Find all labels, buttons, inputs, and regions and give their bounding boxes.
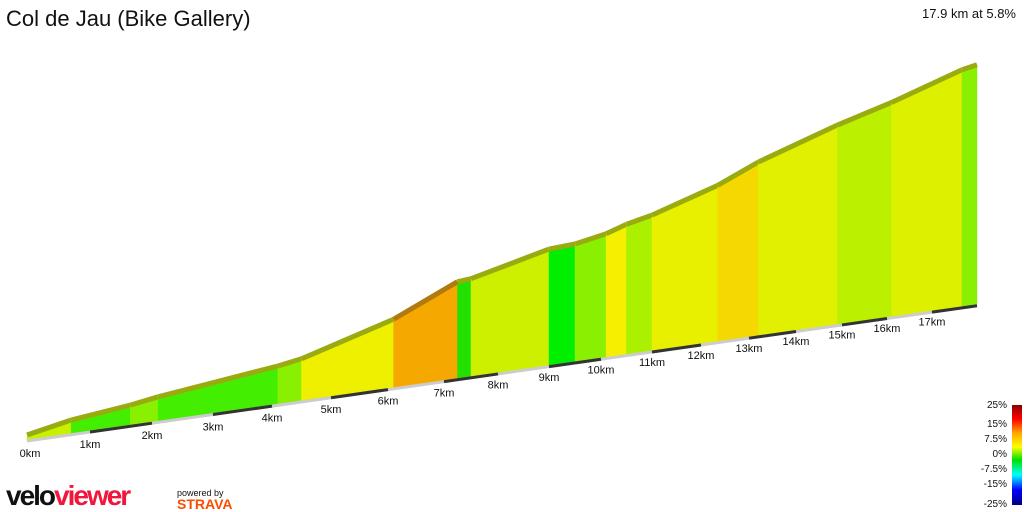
- x-tick-label: 15km: [829, 329, 856, 341]
- profile-top-edge: [757, 122, 839, 165]
- profile-top-edge: [605, 221, 628, 237]
- profile-top-edge: [650, 183, 719, 218]
- veloviewer-logo: veloviewer: [6, 480, 131, 511]
- powered-by-label: powered by: [177, 488, 224, 498]
- x-tick-label: 5km: [321, 404, 342, 416]
- profile-top-edge: [836, 100, 893, 128]
- km-band: [651, 343, 702, 354]
- profile-segment: [626, 216, 653, 355]
- profile-top-edge: [548, 241, 576, 252]
- profile-top-edge: [392, 279, 459, 322]
- profile-top-edge: [961, 62, 978, 73]
- page-title: Col de Jau (Bike Gallery): [6, 6, 251, 31]
- climb-summary: 17.9 km at 5.8%: [922, 6, 1016, 21]
- profile-segment: [301, 320, 394, 402]
- km-band: [89, 421, 153, 434]
- legend-label: 7.5%: [984, 434, 1007, 445]
- profile-segment: [961, 66, 978, 308]
- x-tick-label: 11km: [639, 357, 665, 369]
- profile-top-edge: [157, 363, 279, 400]
- profile-top-edge: [716, 159, 760, 188]
- km-band: [330, 388, 389, 400]
- x-tick-label: 12km: [688, 350, 715, 362]
- profile-segment: [457, 280, 472, 379]
- strava-logo: STRAVA: [177, 496, 233, 512]
- x-tick-label: 10km: [588, 365, 615, 377]
- x-tick-label: 2km: [142, 430, 163, 442]
- legend-label: 15%: [987, 419, 1007, 430]
- profile-segment: [891, 71, 963, 318]
- km-band: [841, 317, 888, 327]
- km-band: [748, 330, 797, 340]
- x-tick-label: 17km: [919, 316, 946, 328]
- profile-top-edge: [625, 212, 653, 227]
- legend-label: 25%: [987, 400, 1007, 411]
- x-tick-label: 16km: [874, 323, 901, 335]
- profile-top-edge: [300, 316, 395, 362]
- x-tick-label: 3km: [203, 421, 224, 433]
- profile-top-edge: [574, 231, 607, 247]
- x-tick-label: 4km: [262, 413, 283, 425]
- profile-top-edge: [470, 246, 550, 282]
- x-tick-label: 1km: [80, 439, 101, 451]
- profile-top-edge: [70, 402, 131, 423]
- profile-segment: [837, 104, 892, 325]
- km-band: [548, 357, 602, 369]
- profile-segment: [605, 225, 627, 358]
- profile-baseline: [26, 304, 978, 443]
- profile-top-edge: [456, 276, 472, 285]
- km-band: [443, 372, 499, 384]
- legend-label: -25%: [984, 499, 1007, 510]
- profile-top-edge: [26, 417, 72, 438]
- km-band: [931, 304, 978, 314]
- x-tick-label: 14km: [783, 336, 810, 348]
- x-tick-label: 9km: [539, 372, 560, 384]
- profile-segment: [717, 163, 759, 342]
- profile-top-edge: [277, 356, 303, 369]
- legend-label: 0%: [993, 449, 1008, 460]
- profile-top-edge: [890, 67, 964, 105]
- x-tick-label: 13km: [736, 343, 763, 355]
- profile-top-edge: [129, 394, 159, 408]
- profile-segment: [548, 245, 576, 366]
- km-band: [212, 404, 273, 416]
- x-tick-label: 8km: [488, 380, 509, 392]
- gradient-legend-bar: [1012, 405, 1022, 505]
- x-tick-label: 7km: [434, 388, 455, 400]
- profile-segment: [470, 250, 550, 378]
- x-tick-label: 0km: [20, 448, 41, 460]
- profile-segment: [574, 235, 607, 363]
- x-tick-label: 6km: [378, 396, 399, 408]
- legend-label: -7.5%: [981, 464, 1007, 475]
- legend-label: -15%: [984, 479, 1007, 490]
